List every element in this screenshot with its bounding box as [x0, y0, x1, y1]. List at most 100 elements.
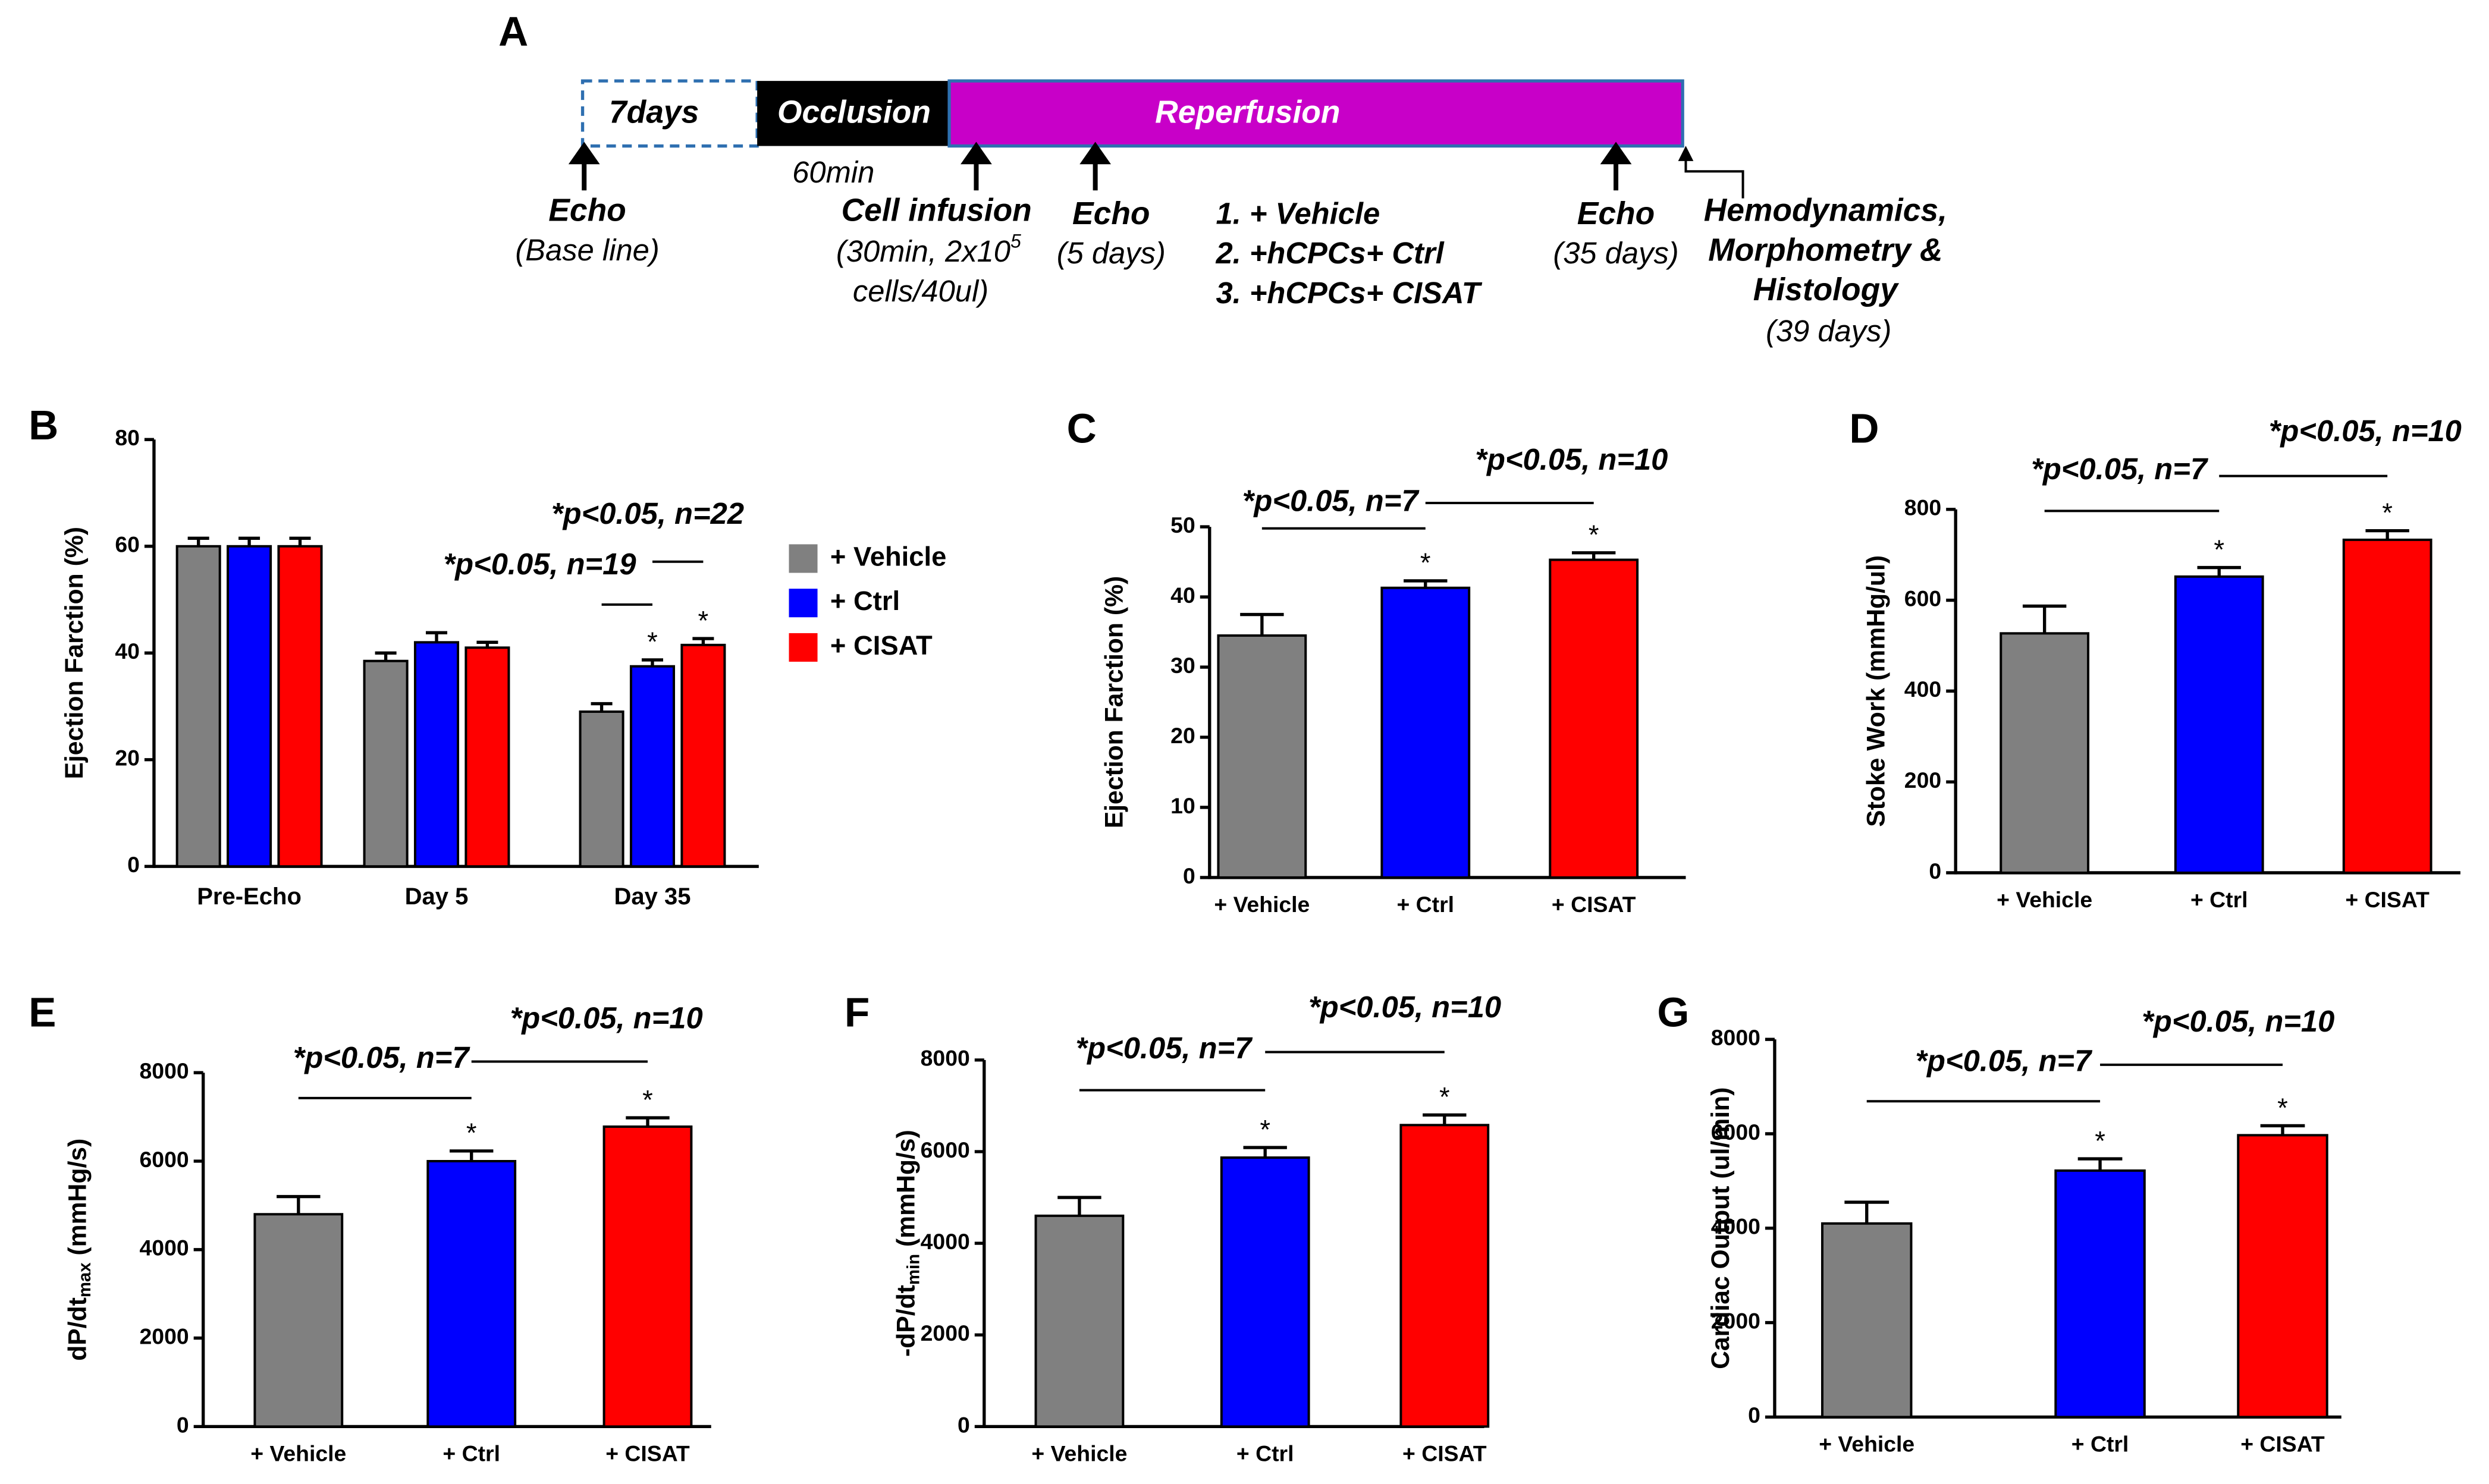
y-axis-label-text: dP/dt: [64, 1297, 92, 1361]
panel-a: A 7days Occlusion Reperfusion 60min Echo…: [498, 8, 1947, 348]
annotation: *p<0.05, n=10: [2269, 414, 2462, 448]
y-tick-label: 6000: [921, 1137, 970, 1162]
event-label: Echo: [1577, 196, 1655, 231]
event-label: Cell infusion: [842, 193, 1032, 228]
panel-letter: C: [1067, 405, 1097, 451]
annotation: *p<0.05, n=19: [443, 547, 636, 581]
significance: *: [642, 1084, 653, 1115]
y-tick-label: 0: [958, 1412, 970, 1437]
annotation: *p<0.05, n=22: [551, 496, 744, 530]
chart-panel: B 0 20 40 60 80 Ejection Farction (%) Pre-Echo D…: [29, 402, 946, 910]
event-label: Echo: [548, 193, 626, 228]
bar: [2054, 1169, 2146, 1419]
bar: [464, 646, 510, 868]
panel-letter: G: [1657, 989, 1689, 1035]
y-axis-label-text: Ejection Farction (%): [1100, 576, 1129, 829]
y-tick-label: 10: [1170, 793, 1195, 818]
x-tick-label: Day 35: [614, 884, 690, 910]
bar: [1821, 1222, 1913, 1419]
y-axis-label-unit: (mmHg/s): [64, 1139, 92, 1263]
chart-panel: F 0 2000 4000 6000 8000 -dP/dtmin (mmHg/s) + Ve…: [845, 989, 1501, 1466]
arrows: [568, 142, 1744, 199]
duration: 60min: [792, 155, 874, 189]
x-tick-label: Day 5: [405, 884, 469, 910]
reperfusion-box: [947, 79, 1684, 148]
annotation: *p<0.05, n=7: [293, 1040, 471, 1074]
x-tick-label: + Ctrl: [1236, 1441, 1294, 1466]
bar: [629, 665, 676, 868]
significance: *: [1589, 520, 1599, 550]
significance: *: [647, 627, 658, 657]
y-axis-label: Ejection Farction (%): [60, 527, 89, 779]
x-tick-label: + Vehicle: [250, 1441, 346, 1466]
y-tick-label: 4000: [1711, 1214, 1760, 1239]
box-label: Reperfusion: [1155, 95, 1340, 130]
panel-letter: A: [498, 8, 528, 55]
y-tick-label: 30: [1170, 653, 1195, 678]
annotation: *p<0.05, n=10: [2142, 1004, 2334, 1038]
y-axis-label: Stoke Work (mmHg/ul): [1862, 555, 1891, 827]
significance: *: [466, 1118, 477, 1148]
box-label: Occlusion: [777, 95, 931, 130]
legend-label: + Vehicle: [830, 541, 946, 571]
y-tick-label: 4000: [921, 1229, 970, 1254]
superscript: 5: [1010, 231, 1021, 252]
x-tick-label: + CISAT: [1552, 892, 1636, 917]
panel-letter: E: [29, 989, 56, 1035]
x-tick-label: + CISAT: [1402, 1441, 1487, 1466]
legend-swatch: [789, 589, 818, 618]
bar: [2342, 538, 2432, 874]
bar: [1034, 1214, 1125, 1428]
bar: [680, 643, 726, 868]
event-label: Morphometry &: [1708, 232, 1942, 268]
bar: [413, 641, 460, 868]
chart-panel: C 0 10 20 30 40 50 Ejection Farction (%) + Vehic…: [1067, 405, 1686, 917]
x-tick-label: + Vehicle: [1214, 892, 1310, 917]
x-tick-label: + Vehicle: [1819, 1431, 1914, 1456]
y-axis-label-text: -dP/dt: [892, 1285, 921, 1357]
significance: *: [2214, 535, 2224, 565]
y-axis-label: -dP/dtmin (mmHg/s): [892, 1130, 923, 1357]
bar: [363, 659, 409, 868]
bar: [2237, 1134, 2328, 1419]
y-tick-label: 6000: [1711, 1120, 1760, 1145]
group-item: 1. + Vehicle: [1216, 196, 1380, 230]
x-tick-label: + Vehicle: [1031, 1441, 1127, 1466]
x-tick-label: + CISAT: [2240, 1431, 2325, 1456]
y-tick-label: 2000: [140, 1323, 189, 1348]
y-tick-label: 8000: [1711, 1025, 1760, 1050]
annotation: *p<0.05, n=10: [1475, 442, 1668, 476]
y-tick-label: 0: [1929, 859, 1941, 884]
group-item: 3. +hCPCs+ CISAT: [1216, 276, 1482, 310]
y-tick-label: 400: [1904, 677, 1941, 702]
y-tick-label: 50: [1170, 513, 1195, 537]
event-label: Histology: [1753, 272, 1899, 307]
event-detail: (39 days): [1766, 314, 1891, 348]
y-axis-label: Ejection Farction (%): [1100, 576, 1129, 829]
x-tick-label: + Ctrl: [1396, 892, 1454, 917]
y-tick-label: 200: [1904, 768, 1941, 793]
bar: [2000, 632, 2090, 874]
y-tick-label: 600: [1904, 586, 1941, 611]
bar: [426, 1160, 517, 1428]
y-tick-label: 800: [1904, 495, 1941, 520]
event-detail: (35 days): [1553, 236, 1678, 270]
annotation: *p<0.05, n=7: [1915, 1044, 2093, 1078]
y-axis-label-text: Cardiac Output (ul/min): [1706, 1087, 1735, 1369]
x-tick-label: + Vehicle: [1997, 887, 2092, 912]
legend-swatch: [789, 633, 818, 662]
y-tick-label: 4000: [140, 1235, 189, 1260]
bar: [253, 1213, 344, 1428]
baseline-box: [580, 79, 759, 148]
event-detail: (Base line): [515, 233, 659, 267]
y-axis-label: Cardiac Output (ul/min): [1706, 1087, 1735, 1369]
chart-panel: E 0 2000 4000 6000 8000 dP/dtmax (mmHg/s) + Veh…: [29, 989, 711, 1466]
bar: [1549, 558, 1639, 879]
y-axis-label: dP/dtmax (mmHg/s): [64, 1139, 95, 1361]
box-label: 7days: [609, 95, 699, 130]
y-tick-label: 6000: [140, 1147, 189, 1172]
annotation: *p<0.05, n=7: [1075, 1031, 1253, 1065]
x-tick-label: + Ctrl: [442, 1441, 500, 1466]
y-tick-label: 2000: [921, 1320, 970, 1345]
